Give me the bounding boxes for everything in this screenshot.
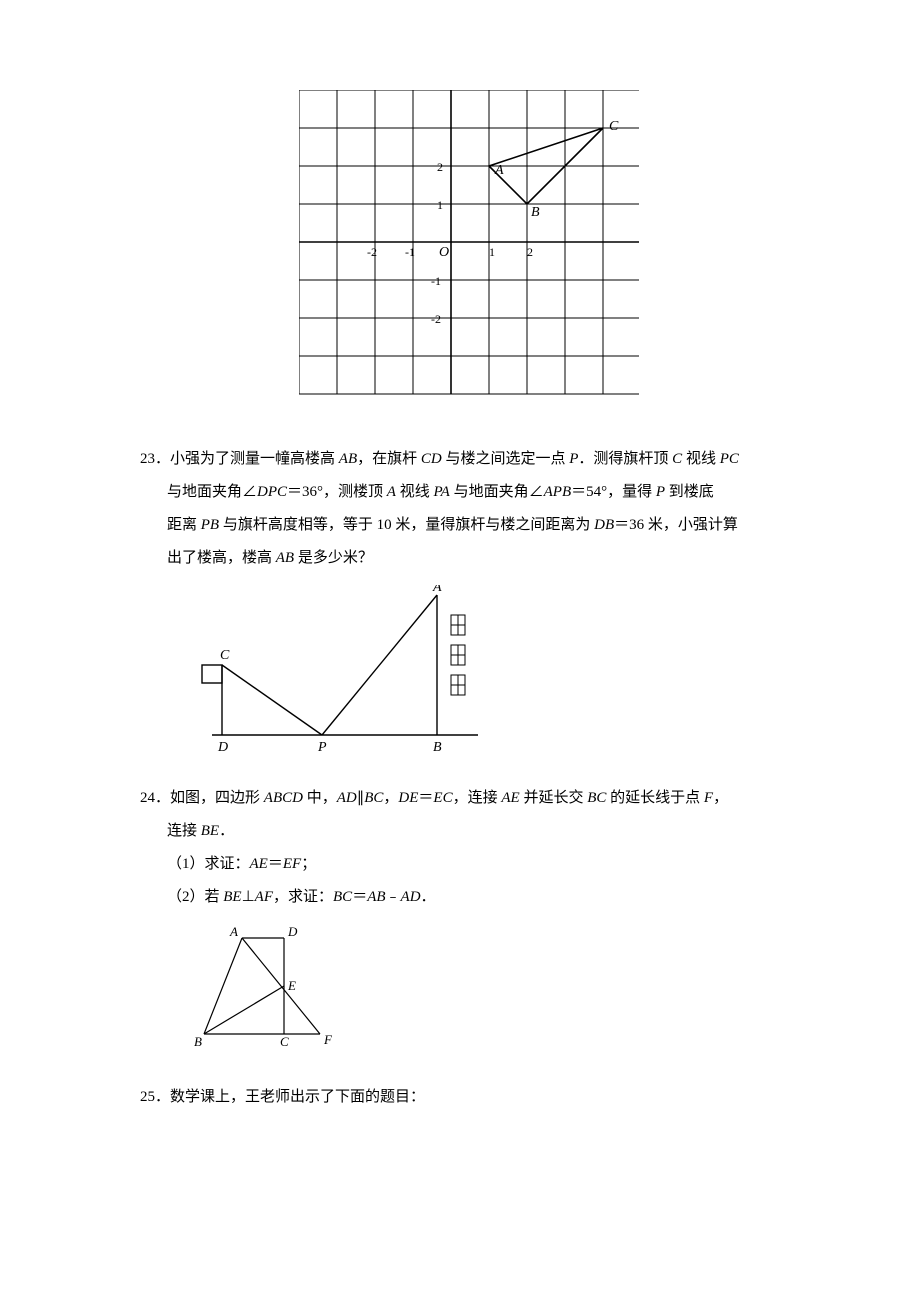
problem-23: 23．小强为了测量一幢高楼高 AB，在旗杆 CD 与楼之间选定一点 P．测得旗杆… bbox=[140, 443, 798, 760]
problem-25: 25．数学课上，王老师出示了下面的题目： bbox=[140, 1081, 798, 1114]
svg-text:A: A bbox=[229, 924, 238, 939]
problem-23-number: 23． bbox=[140, 451, 170, 467]
figure-23-svg: A B C D P bbox=[192, 585, 492, 755]
figure-24-svg: A B C D E F bbox=[192, 924, 352, 1054]
svg-text:P: P bbox=[317, 740, 327, 755]
svg-text:A: A bbox=[494, 163, 504, 178]
problem-24-sub2: （2）若 BE⊥AF，求证：BC＝AB﹣AD． bbox=[140, 881, 798, 914]
svg-text:-1: -1 bbox=[431, 274, 441, 288]
svg-text:A: A bbox=[432, 585, 442, 595]
page: Oxy-2-112-2-112ABC 23．小强为了测量一幢高楼高 AB，在旗杆… bbox=[0, 0, 920, 1302]
svg-text:O: O bbox=[439, 245, 449, 260]
figure-23: A B C D P bbox=[192, 585, 798, 760]
problem-24-sub1: （1）求证：AE＝EF； bbox=[140, 848, 798, 881]
problem-24-number: 24． bbox=[140, 790, 170, 806]
svg-text:D: D bbox=[287, 924, 298, 939]
problem-25-number: 25． bbox=[140, 1089, 170, 1105]
svg-text:-1: -1 bbox=[405, 245, 415, 259]
svg-text:C: C bbox=[280, 1034, 289, 1049]
svg-text:B: B bbox=[194, 1034, 202, 1049]
svg-text:2: 2 bbox=[437, 160, 443, 174]
problem-24-line1: 24．如图，四边形 ABCD 中，AD∥BC，DE＝EC，连接 AE 并延长交 … bbox=[140, 782, 798, 815]
problem-23-line2: 与地面夹角∠DPC＝36°，测楼顶 A 视线 PA 与地面夹角∠APB＝54°，… bbox=[140, 476, 798, 509]
figure-22: Oxy-2-112-2-112ABC bbox=[140, 90, 798, 415]
svg-text:B: B bbox=[433, 740, 442, 755]
svg-text:E: E bbox=[287, 978, 296, 993]
svg-text:C: C bbox=[609, 119, 619, 134]
problem-24: 24．如图，四边形 ABCD 中，AD∥BC，DE＝EC，连接 AE 并延长交 … bbox=[140, 782, 798, 1059]
svg-text:B: B bbox=[531, 205, 540, 220]
svg-text:1: 1 bbox=[489, 245, 495, 259]
svg-text:1: 1 bbox=[437, 198, 443, 212]
problem-23-line1: 23．小强为了测量一幢高楼高 AB，在旗杆 CD 与楼之间选定一点 P．测得旗杆… bbox=[140, 443, 798, 476]
problem-23-line4: 出了楼高，楼高 AB 是多少米？ bbox=[140, 542, 798, 575]
svg-text:F: F bbox=[323, 1032, 333, 1047]
figure-24: A B C D E F bbox=[192, 924, 798, 1059]
svg-text:-2: -2 bbox=[367, 245, 377, 259]
problem-23-line3: 距离 PB 与旗杆高度相等，等于 10 米，量得旗杆与楼之间距离为 DB＝36 … bbox=[140, 509, 798, 542]
problem-24-line2: 连接 BE． bbox=[140, 815, 798, 848]
svg-text:D: D bbox=[217, 740, 228, 755]
figure-22-svg: Oxy-2-112-2-112ABC bbox=[299, 90, 639, 410]
svg-text:C: C bbox=[220, 648, 230, 663]
svg-text:-2: -2 bbox=[431, 312, 441, 326]
problem-25-line1: 25．数学课上，王老师出示了下面的题目： bbox=[140, 1081, 798, 1114]
svg-text:2: 2 bbox=[527, 245, 533, 259]
